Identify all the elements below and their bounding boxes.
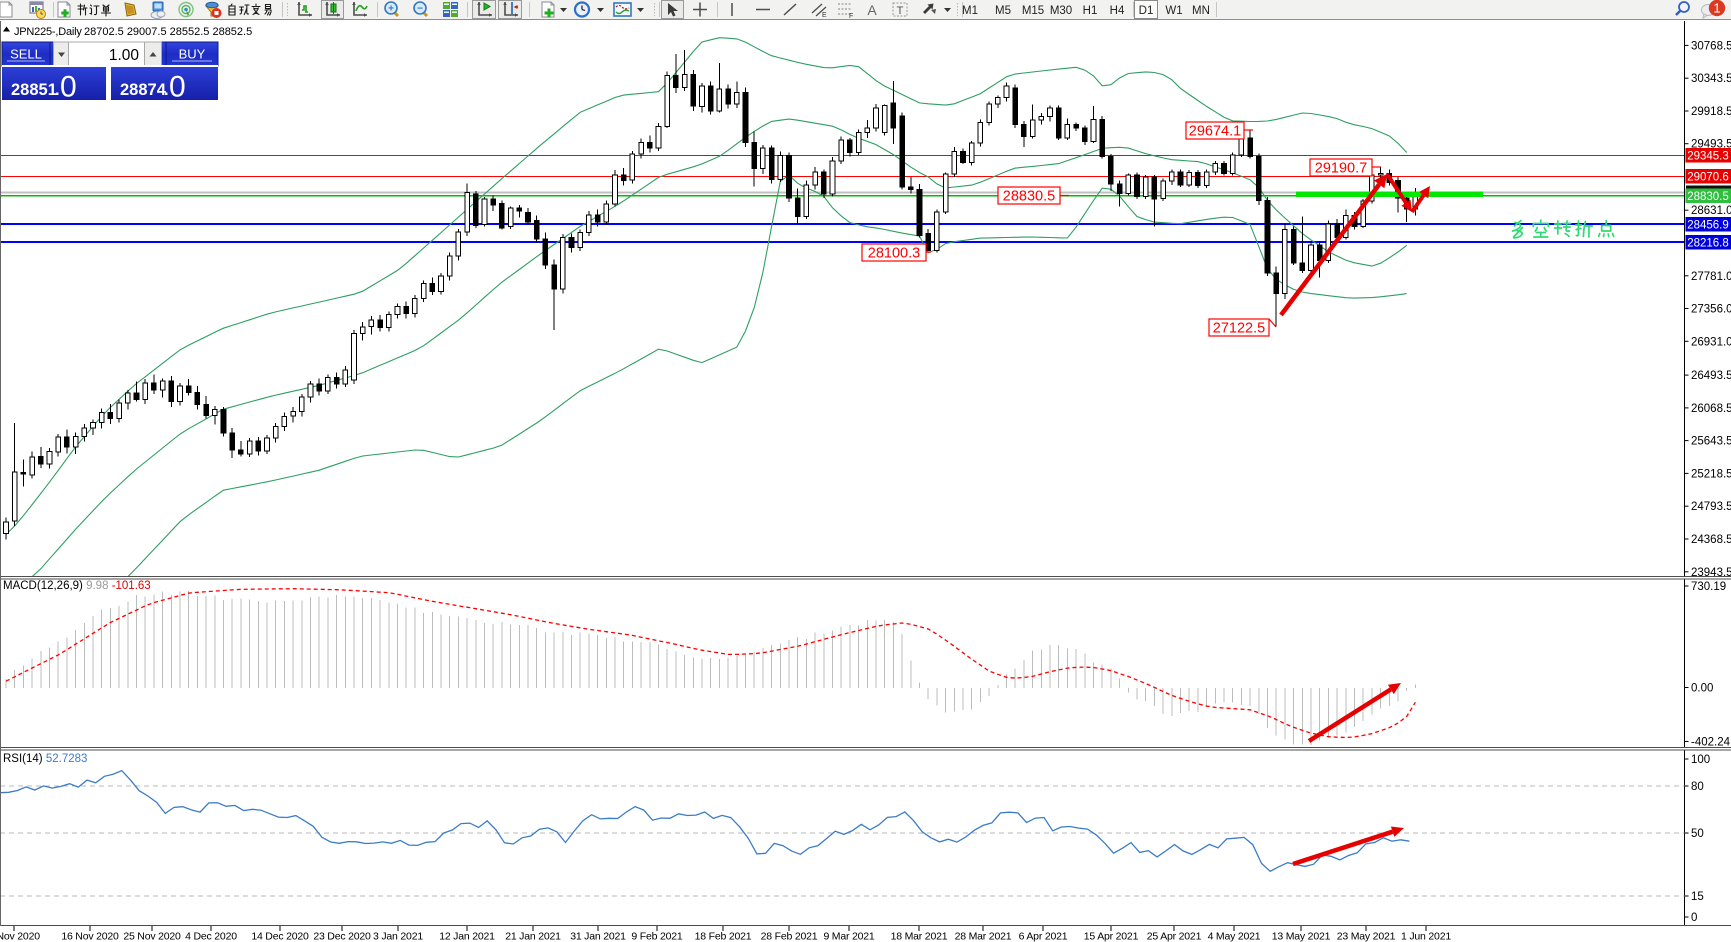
svg-text:D1: D1	[1139, 5, 1154, 17]
svg-text:0: 0	[169, 71, 186, 104]
svg-text:21 Jan 2021: 21 Jan 2021	[505, 931, 561, 942]
svg-text:29674.1: 29674.1	[1189, 124, 1241, 140]
svg-text:28631.0: 28631.0	[1691, 205, 1731, 217]
svg-text:M30: M30	[1050, 5, 1072, 17]
svg-text:31 Jan 2021: 31 Jan 2021	[570, 931, 626, 942]
svg-text:29345.3: 29345.3	[1687, 151, 1729, 163]
svg-text:14 Dec 2020: 14 Dec 2020	[251, 931, 309, 942]
svg-text:23943.5: 23943.5	[1691, 567, 1731, 579]
svg-text:27122.5: 27122.5	[1213, 321, 1265, 337]
svg-text:100: 100	[1691, 754, 1710, 766]
svg-text:-402.24: -402.24	[1691, 736, 1731, 748]
svg-text:9 Mar 2021: 9 Mar 2021	[823, 931, 874, 942]
svg-text:28874: 28874	[120, 81, 167, 99]
svg-text:BUY: BUY	[179, 47, 206, 62]
svg-text:18 Feb 2021: 18 Feb 2021	[695, 931, 752, 942]
svg-text:0.00: 0.00	[1691, 683, 1713, 695]
svg-text:15: 15	[1691, 891, 1704, 903]
svg-text:26068.5: 26068.5	[1691, 403, 1731, 415]
svg-text:28851: 28851	[11, 81, 57, 99]
svg-text:SELL: SELL	[10, 47, 42, 62]
svg-text:29493.5: 29493.5	[1691, 139, 1731, 151]
svg-text:0: 0	[1691, 912, 1697, 924]
svg-text:M5: M5	[995, 5, 1011, 17]
svg-text:50: 50	[1691, 828, 1704, 840]
svg-text:26493.5: 26493.5	[1691, 370, 1731, 382]
svg-text:JPN225-,Daily: JPN225-,Daily	[14, 26, 82, 38]
svg-text:25 Nov 2020: 25 Nov 2020	[123, 931, 181, 942]
svg-text:15 Apr 2021: 15 Apr 2021	[1084, 931, 1139, 942]
svg-text:30343.5: 30343.5	[1691, 73, 1731, 85]
svg-text:28 Mar 2021: 28 Mar 2021	[955, 931, 1012, 942]
svg-text:23 Dec 2020: 23 Dec 2020	[313, 931, 371, 942]
svg-text:M15: M15	[1022, 5, 1044, 17]
svg-text:28216.8: 28216.8	[1687, 238, 1729, 250]
svg-text:.: .	[164, 81, 169, 99]
svg-text:H1: H1	[1083, 5, 1098, 17]
svg-text:27781.0: 27781.0	[1691, 271, 1731, 283]
svg-text:25643.5: 25643.5	[1691, 436, 1731, 448]
svg-text:6 Apr 2021: 6 Apr 2021	[1019, 931, 1068, 942]
svg-text:23 May 2021: 23 May 2021	[1337, 931, 1396, 942]
svg-text:28456.9: 28456.9	[1687, 220, 1729, 232]
svg-text:27356.0: 27356.0	[1691, 304, 1731, 316]
svg-text:26931.0: 26931.0	[1691, 336, 1731, 348]
svg-text:T: T	[897, 5, 904, 17]
svg-text:9 Feb 2021: 9 Feb 2021	[631, 931, 682, 942]
svg-text:W1: W1	[1165, 5, 1182, 17]
svg-text:13 May 2021: 13 May 2021	[1272, 931, 1331, 942]
svg-text:1: 1	[1713, 1, 1720, 16]
svg-text:MN: MN	[1192, 5, 1210, 17]
svg-text:24793.5: 24793.5	[1691, 501, 1731, 513]
svg-text:25 Apr 2021: 25 Apr 2021	[1147, 931, 1202, 942]
svg-text:16 Nov 2020: 16 Nov 2020	[61, 931, 119, 942]
svg-text:5 Nov 2020: 5 Nov 2020	[0, 931, 40, 942]
svg-text:28702.5 29007.5 28552.5 288: 28702.5 29007.5 28552.5 28852.5	[84, 26, 252, 38]
svg-text:.: .	[55, 81, 60, 99]
svg-text:3 Jan 2021: 3 Jan 2021	[373, 931, 423, 942]
svg-text:A: A	[867, 2, 877, 18]
svg-text:28830.5: 28830.5	[1003, 189, 1055, 205]
svg-text:+: +	[388, 4, 394, 15]
svg-text:1.00: 1.00	[109, 47, 140, 64]
svg-text:F: F	[849, 13, 853, 20]
svg-text:0: 0	[60, 71, 77, 104]
svg-text:MACD(12,26,9) 9.98 -101.63: MACD(12,26,9) 9.98 -101.63	[3, 580, 151, 592]
svg-text:M1: M1	[962, 5, 978, 17]
svg-text:28100.3: 28100.3	[868, 246, 920, 262]
svg-text:RSI(14) 52.7283: RSI(14) 52.7283	[3, 753, 87, 765]
svg-text:29918.5: 29918.5	[1691, 106, 1731, 118]
svg-text:25218.5: 25218.5	[1691, 468, 1731, 480]
svg-text:80: 80	[1691, 781, 1704, 793]
svg-text:730.19: 730.19	[1691, 581, 1726, 593]
svg-text:1 Jun 2021: 1 Jun 2021	[1401, 931, 1451, 942]
svg-text:4 May 2021: 4 May 2021	[1208, 931, 1261, 942]
svg-text:29190.7: 29190.7	[1315, 161, 1367, 177]
svg-text:24368.5: 24368.5	[1691, 534, 1731, 546]
svg-text:E: E	[822, 12, 827, 19]
svg-text:−: −	[417, 4, 423, 15]
svg-text:30768.5: 30768.5	[1691, 40, 1731, 52]
svg-text:H4: H4	[1110, 5, 1125, 17]
svg-text:18 Mar 2021: 18 Mar 2021	[891, 931, 948, 942]
svg-text:29070.6: 29070.6	[1687, 172, 1729, 184]
svg-text:28 Feb 2021: 28 Feb 2021	[761, 931, 818, 942]
svg-text:4 Dec 2020: 4 Dec 2020	[185, 931, 237, 942]
svg-text:12 Jan 2021: 12 Jan 2021	[439, 931, 495, 942]
svg-text:28830.5: 28830.5	[1687, 191, 1729, 203]
